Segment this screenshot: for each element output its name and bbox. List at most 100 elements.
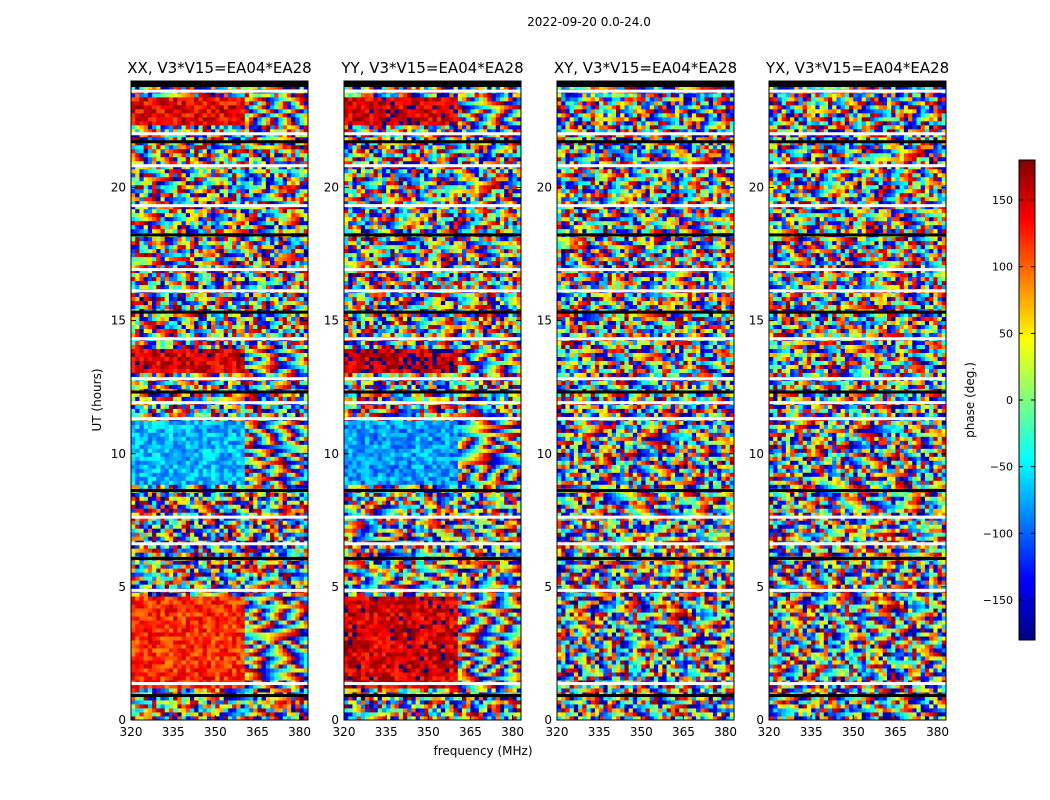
flagged-gap [769,233,946,237]
flagged-gap [557,417,734,421]
flagged-gap [769,164,946,168]
flagged-gap [344,682,521,686]
flagged-gap [131,390,308,394]
flagged-gap [131,401,308,405]
y-tick-label: 0 [331,713,339,727]
flagged-gap [344,132,521,136]
flagged-gap [769,390,946,394]
flagged-gap [131,417,308,421]
x-tick-label: 335 [162,725,185,739]
x-tick-label: 380 [288,725,311,739]
flagged-gap [131,164,308,168]
axes-frame [768,80,947,721]
flagged-gap [344,390,521,394]
flagged-gap [131,289,308,293]
y-tick-label: 5 [544,580,552,594]
flagged-gap [557,268,734,272]
flagged-gap [769,132,946,136]
flagged-gap [769,377,946,381]
y-tick-label: 5 [118,580,126,594]
flagged-gap [344,89,521,93]
flagged-gap [344,164,521,168]
flagged-gap [557,337,734,341]
flagged-gap [557,89,734,93]
flagged-gap [131,81,308,87]
x-tick-label: 380 [501,725,524,739]
flagged-gap [344,289,521,293]
x-tick-label: 365 [884,725,907,739]
panel-yy: YY, V3*V15=EA04*EA28 320 335 350 365 380 0 5 10 1… [324,59,524,739]
flagged-gap [769,289,946,293]
y-tick-label: 10 [111,447,126,461]
axes-frame [556,80,735,721]
panel-title-yx: YX, V3*V15=EA04*EA28 [765,59,949,77]
flagged-gap [344,401,521,405]
colorbar: 150 100 50 0 −50 −100 −150 phase (deg.) [963,159,1036,641]
flagged-gap [344,588,521,592]
colorbar-tick-label: −50 [990,461,1013,474]
panel-title-yy: YY, V3*V15=EA04*EA28 [340,59,523,77]
y-tick-label: 5 [331,580,339,594]
flagged-gap [131,542,308,546]
x-tick-label: 335 [800,725,823,739]
flagged-gap [769,89,946,93]
flagged-gap [769,401,946,405]
colorbar-tick-label: 150 [992,194,1013,207]
flagged-gap [344,140,521,144]
y-tick-label: 20 [749,181,764,195]
flagged-gap [131,140,308,144]
flagged-gap [557,390,734,394]
x-axis-label: frequency (MHz) [433,744,532,758]
flagged-gap [557,81,734,87]
flagged-gap [344,515,521,519]
flagged-gap [344,377,521,381]
panel-title-xx: XX, V3*V15=EA04*EA28 [127,59,311,77]
y-tick-label: 20 [537,181,552,195]
panel-title-xy: XY, V3*V15=EA04*EA28 [554,59,737,77]
y-tick-label: 15 [324,314,339,328]
axes-frame [130,80,309,721]
flagged-gap [557,204,734,208]
flagged-gap [557,682,734,686]
flagged-gap [344,337,521,341]
flagged-gap [131,377,308,381]
x-tick-label: 350 [417,725,440,739]
x-tick-label: 320 [546,725,569,739]
flagged-gap [131,268,308,272]
x-tick-label: 380 [926,725,949,739]
panel-xy: XY, V3*V15=EA04*EA28 320 335 350 365 380 0 5 10 1… [537,59,737,739]
x-tick-label: 365 [246,725,269,739]
flagged-gap [344,556,521,560]
colorbar-tick-label: −150 [983,594,1013,607]
x-tick-label: 320 [120,725,143,739]
colorbar-tick-label: 100 [992,261,1013,274]
flagged-gap [769,542,946,546]
flagged-gap [131,89,308,93]
panel-yx: YX, V3*V15=EA04*EA28 320 335 350 365 380 0 5 10 1… [749,59,949,739]
flagged-gap [131,310,308,314]
flagged-gap [769,682,946,686]
flagged-gap [769,310,946,314]
flagged-gap [557,289,734,293]
flagged-gap [131,204,308,208]
heatmap-yy [344,81,521,720]
flagged-gap [769,556,946,560]
x-tick-label: 380 [714,725,737,739]
x-tick-label: 320 [758,725,781,739]
figure-title: 2022-09-20 0.0-24.0 [527,15,651,29]
flagged-gap [131,132,308,136]
y-tick-label: 10 [749,447,764,461]
colorbar-label: phase (deg.) [963,362,977,438]
flagged-gap [344,694,521,698]
y-tick-label: 10 [324,447,339,461]
x-tick-label: 365 [672,725,695,739]
colorbar-tick-label: 0 [1006,394,1013,407]
flagged-gap [769,489,946,493]
heatmap-xy [557,81,734,720]
panel-xx: XX, V3*V15=EA04*EA28 320 335 350 365 380 0 5 10 1… [111,59,312,739]
flagged-gap [344,417,521,421]
heatmap-yx [769,81,946,720]
flagged-gap [557,233,734,237]
flagged-gap [131,337,308,341]
